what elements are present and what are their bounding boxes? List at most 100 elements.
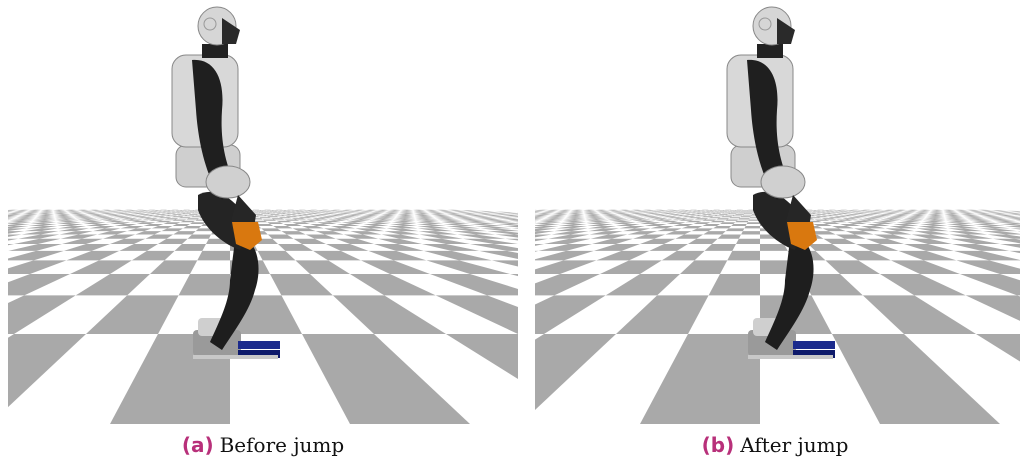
floor-tile <box>1014 215 1020 216</box>
floor-tile <box>276 220 293 223</box>
floor-tile <box>617 214 632 215</box>
floor-tile <box>163 222 181 224</box>
floor-tile <box>623 216 640 218</box>
floor-tile <box>336 224 360 226</box>
floor-tile <box>715 212 725 213</box>
floor-tile <box>36 214 55 216</box>
floor-tile <box>1010 219 1020 221</box>
floor-tile <box>186 218 200 220</box>
floor-tile <box>655 219 673 221</box>
floor-tile <box>15 216 37 218</box>
floor-tile <box>721 216 733 218</box>
floor-tile <box>385 212 399 213</box>
floor-tile <box>31 220 56 223</box>
floor-tile <box>303 216 318 218</box>
floor-tile <box>278 244 314 251</box>
floor-tile <box>302 226 324 229</box>
floor-tile <box>660 220 679 223</box>
floor-tile <box>666 222 686 224</box>
floor-tile <box>982 231 1020 235</box>
floor-tile <box>318 214 331 215</box>
floor-tile <box>609 219 630 221</box>
floor-tile <box>1000 224 1020 226</box>
floor-tile <box>899 220 922 223</box>
floor-tile <box>125 219 143 221</box>
floor-tile <box>481 214 503 216</box>
floor-tile <box>326 215 341 217</box>
floor-tile <box>57 226 86 229</box>
floor-tile <box>267 222 284 224</box>
floor-tile <box>584 213 600 214</box>
floor-tile <box>535 222 537 223</box>
floor-tile <box>943 212 960 214</box>
floor-tile <box>864 214 878 215</box>
floor-tile <box>586 222 612 224</box>
floor-tile <box>708 217 722 219</box>
floor-tile <box>171 219 187 221</box>
caption-a: (a) Before jump <box>8 433 518 457</box>
floor-tile <box>97 231 128 235</box>
floor-tile <box>374 218 394 220</box>
floor-tile <box>950 238 1000 244</box>
floor-tile <box>899 212 914 214</box>
floor-tile <box>734 214 744 215</box>
floor-tile <box>107 214 122 216</box>
floor-tile <box>593 244 640 251</box>
floor-tile <box>537 212 555 214</box>
floor-tile <box>256 215 267 217</box>
floor-tile <box>977 214 998 216</box>
floor-tile <box>131 250 175 261</box>
floor-tile <box>832 214 844 215</box>
floor-tile <box>54 214 71 216</box>
floor-tile <box>134 213 146 214</box>
floor-tile <box>388 226 418 229</box>
floor-tile <box>589 231 623 235</box>
floor-tile <box>284 219 300 221</box>
floor-tile <box>822 228 846 232</box>
floor-tile <box>497 214 518 216</box>
floor-tile <box>535 216 548 218</box>
floor-tile <box>821 218 837 220</box>
floor-tile <box>363 224 389 226</box>
floor-tile <box>30 222 57 224</box>
floor-tile <box>299 220 317 223</box>
floor-tile <box>102 213 116 214</box>
floor-tile <box>505 238 518 241</box>
floor-tile <box>444 213 462 214</box>
floor-tile <box>0 260 7 274</box>
floor-tile <box>8 220 33 223</box>
floor-tile <box>374 244 424 251</box>
floor-tile <box>645 212 658 214</box>
floor-tile <box>886 217 904 219</box>
floor-tile <box>396 216 415 218</box>
floor-tile <box>811 212 822 214</box>
floor-tile <box>956 260 1020 274</box>
floor-tile <box>74 216 92 218</box>
floor-tile <box>20 214 38 215</box>
floor-tile <box>650 226 674 229</box>
floor-tile <box>56 220 80 223</box>
floor-tile <box>270 214 281 215</box>
floor-tile <box>262 219 277 221</box>
floor-tile <box>701 216 714 218</box>
floor-tile <box>142 214 155 216</box>
floor-tile <box>135 231 162 235</box>
floor-tile <box>310 212 322 214</box>
floor-tile <box>535 295 606 334</box>
floor-tile <box>8 334 86 408</box>
floor-tile <box>539 219 564 221</box>
floor-tile <box>350 214 364 215</box>
floor-tile <box>846 222 867 224</box>
floor-tile <box>375 217 395 219</box>
floor-tile <box>814 219 830 221</box>
floor-tile <box>55 219 78 221</box>
floor-tile <box>150 213 162 214</box>
floor-tile <box>86 295 179 334</box>
floor-tile <box>38 213 54 214</box>
floor-tile <box>384 212 399 214</box>
floor-tile <box>960 214 978 215</box>
floor-tile <box>55 218 76 220</box>
floor-tile <box>851 213 864 214</box>
floor-tile <box>112 212 125 213</box>
floor-tile <box>816 214 827 215</box>
